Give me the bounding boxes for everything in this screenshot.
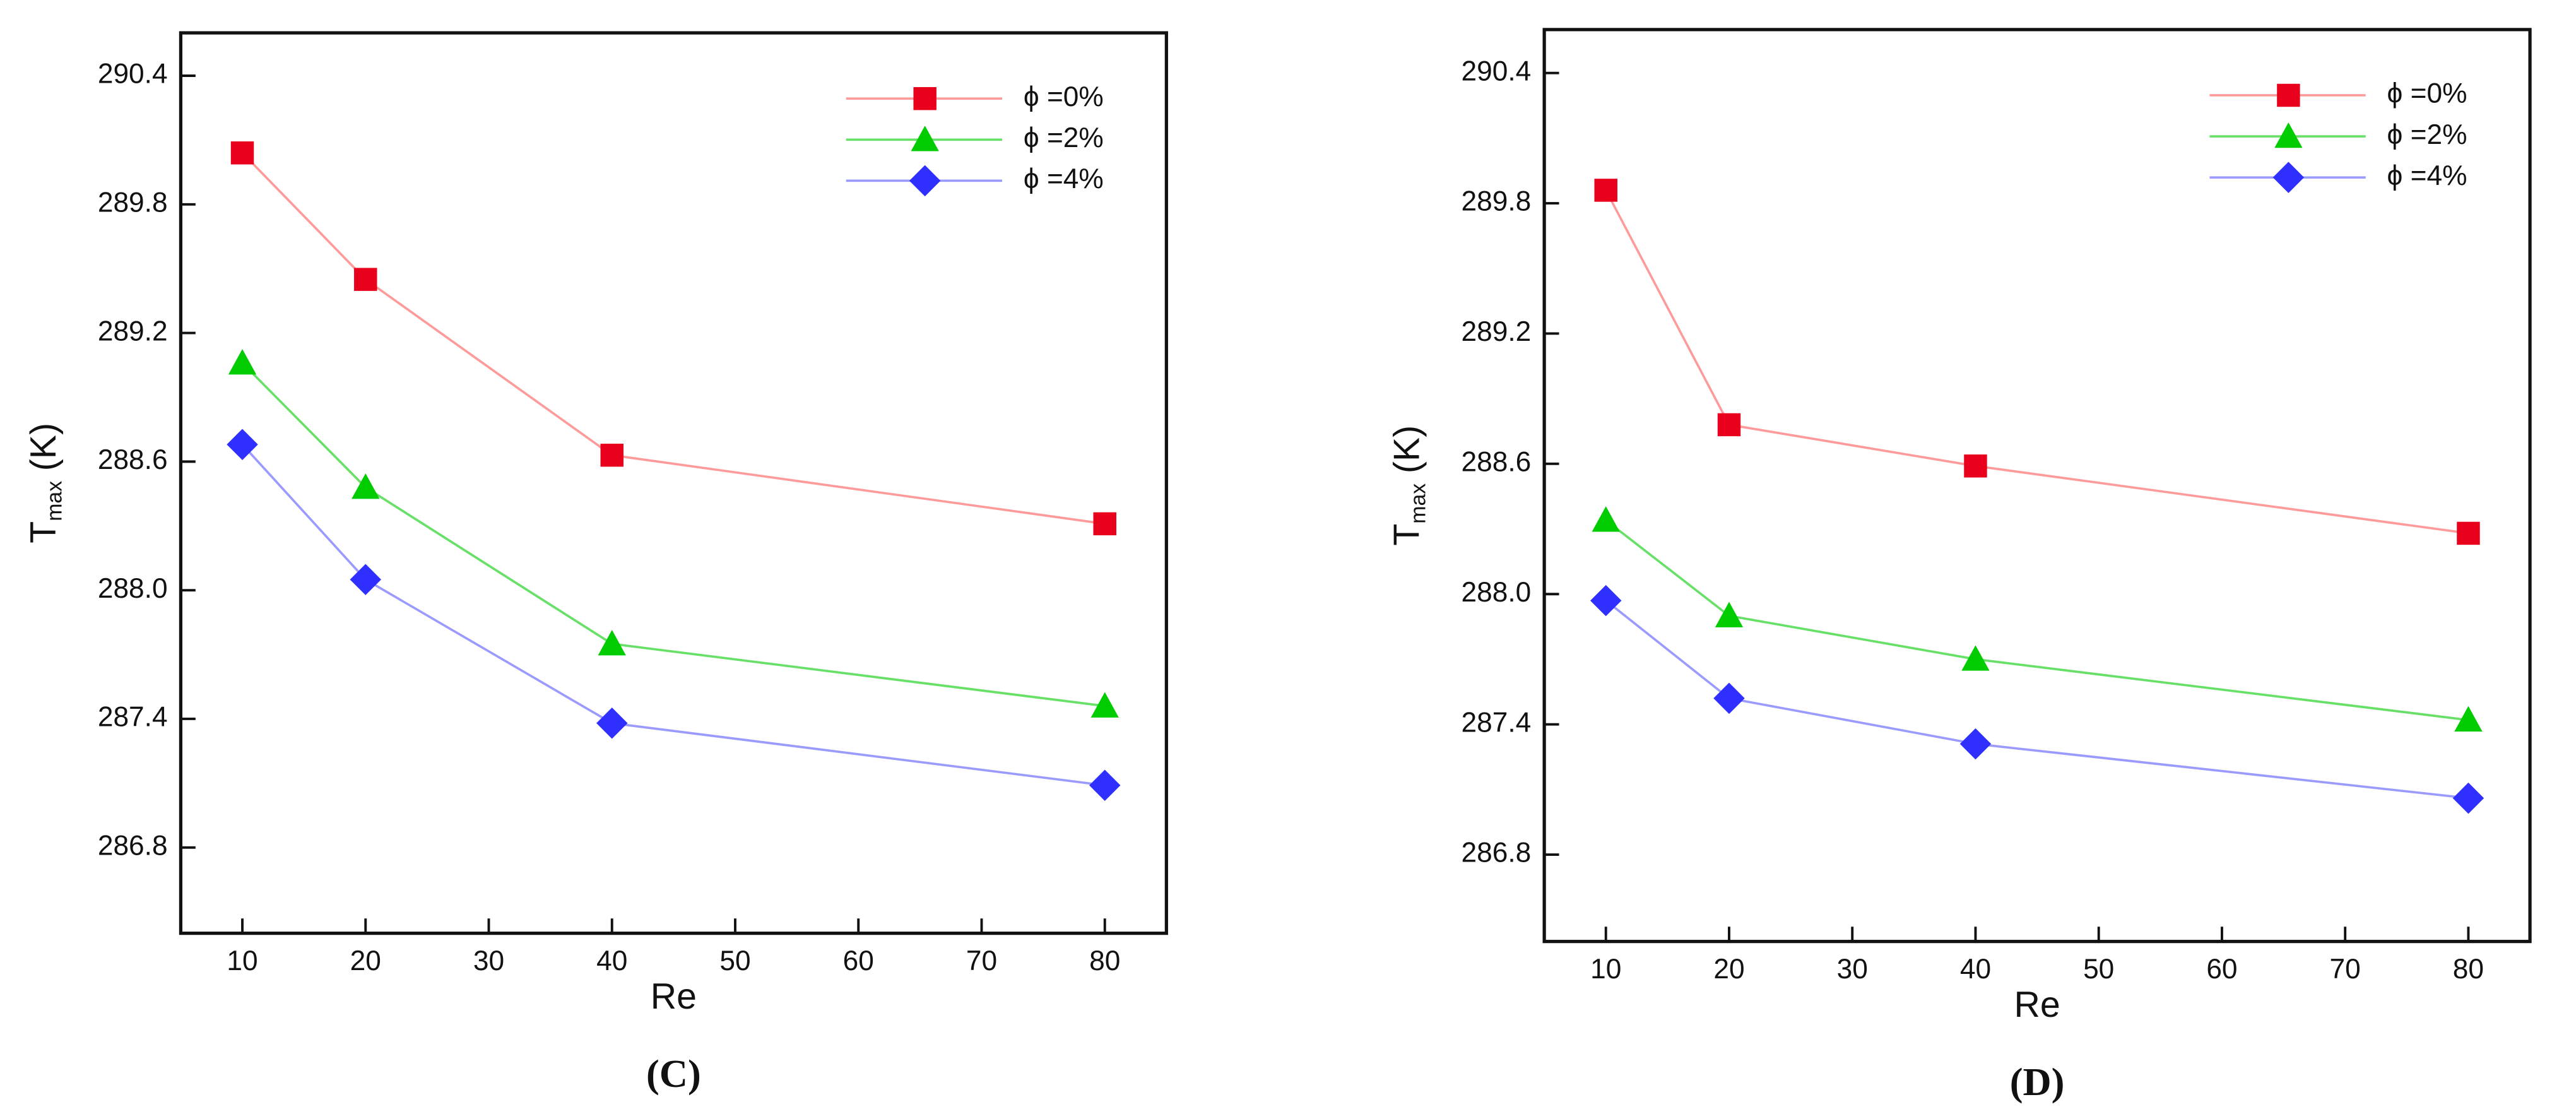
- x-tick-label: 40: [596, 945, 627, 976]
- y-axis-label: Tmax (K): [1387, 425, 1430, 546]
- y-tick-label: 288.6: [98, 444, 168, 475]
- caption: (D): [2010, 1060, 2065, 1104]
- marker: [1090, 692, 1119, 718]
- y-tick-label: 286.8: [1462, 838, 1532, 868]
- marker: [911, 126, 939, 151]
- marker: [227, 429, 258, 460]
- x-axis-label: Re: [2014, 985, 2060, 1025]
- plot-frame: [179, 31, 1168, 935]
- x-tick-label: 80: [1089, 945, 1120, 976]
- marker: [228, 349, 257, 375]
- y-tick-label: 286.8: [98, 830, 168, 861]
- marker: [2452, 782, 2484, 814]
- x-tick-label: 10: [1590, 954, 1621, 985]
- marker: [230, 141, 254, 165]
- marker: [1964, 454, 1987, 478]
- marker: [2274, 122, 2303, 148]
- marker: [1590, 584, 1622, 617]
- chart: 286.8 287.4 288.0 288.6 289.2 289.8 290.4 10 20 3…: [23, 31, 1168, 1096]
- chart: 286.8 287.4 288.0 288.6 289.2 289.8 290.4 10 20 3…: [1387, 28, 2532, 1104]
- marker: [1713, 682, 1745, 714]
- y-axis-label-sub: max: [43, 481, 67, 521]
- y-tick-label: 288.6: [1462, 447, 1532, 478]
- marker: [1961, 645, 1990, 671]
- marker: [909, 165, 941, 197]
- y-axis-label-unit: (K): [23, 423, 64, 471]
- x-tick-label: 20: [1713, 954, 1744, 985]
- series-line: [1605, 519, 2469, 721]
- x-tick-label: 30: [1837, 954, 1868, 985]
- x-tick-label: 30: [473, 945, 504, 976]
- marker: [1089, 769, 1121, 802]
- marker: [1717, 413, 1741, 437]
- series-line: [241, 362, 1105, 708]
- x-axis-label: Re: [651, 976, 697, 1017]
- legend-label: ϕ =4%: [1024, 163, 1104, 194]
- y-tick-label: 288.0: [98, 573, 168, 604]
- series-line: [1605, 600, 2469, 800]
- series-line: [241, 443, 1105, 787]
- x-tick-label: 60: [843, 945, 874, 976]
- marker: [596, 708, 628, 739]
- marker: [2454, 706, 2483, 732]
- marker: [913, 86, 936, 110]
- y-tick-label: 287.4: [98, 702, 168, 733]
- legend-label: ϕ =2%: [1024, 122, 1104, 153]
- y-tick-label: 289.8: [98, 187, 168, 218]
- marker: [600, 443, 623, 467]
- y-axis-label-main: T: [1387, 524, 1427, 546]
- x-tick-label: 10: [227, 945, 257, 976]
- y-tick-label: 290.4: [98, 59, 168, 90]
- y-axis-label: Tmax (K): [23, 423, 66, 543]
- x-tick-label: 70: [2330, 954, 2361, 985]
- marker: [1093, 512, 1116, 536]
- marker: [350, 564, 382, 595]
- legend-label: ϕ =4%: [2387, 160, 2467, 191]
- marker: [2272, 162, 2305, 193]
- plot-frame: [1542, 28, 2532, 944]
- y-tick-label: 288.0: [1462, 577, 1532, 608]
- y-tick-label: 289.8: [1462, 186, 1532, 217]
- marker: [598, 629, 626, 656]
- series-line: [241, 152, 1105, 525]
- y-tick-label: 289.2: [98, 316, 168, 347]
- legend-label: ϕ =0%: [1024, 81, 1104, 112]
- x-tick-label: 60: [2206, 954, 2237, 985]
- marker: [2457, 521, 2480, 545]
- series-line: [1605, 189, 2469, 535]
- marker: [2277, 83, 2300, 107]
- y-tick-label: 287.4: [1462, 707, 1532, 738]
- y-axis-label-main: T: [23, 521, 64, 543]
- y-axis-label-unit: (K): [1387, 425, 1427, 473]
- marker: [1592, 506, 1620, 532]
- marker: [1594, 179, 1617, 202]
- y-tick-label: 290.4: [1462, 56, 1532, 86]
- y-axis-label-sub: max: [1406, 483, 1430, 524]
- caption: (C): [646, 1052, 701, 1096]
- x-tick-label: 40: [1960, 954, 1991, 985]
- y-tick-label: 289.2: [1462, 316, 1532, 347]
- x-tick-label: 50: [2083, 954, 2114, 985]
- x-tick-label: 20: [350, 945, 381, 976]
- marker: [354, 268, 377, 291]
- x-tick-label: 50: [719, 945, 750, 976]
- x-tick-label: 70: [966, 945, 997, 976]
- marker: [1715, 601, 1744, 627]
- x-tick-label: 80: [2453, 954, 2484, 985]
- marker: [352, 473, 380, 499]
- legend-label: ϕ =2%: [2387, 119, 2467, 150]
- legend-label: ϕ =0%: [2387, 78, 2467, 109]
- marker: [1959, 728, 1992, 760]
